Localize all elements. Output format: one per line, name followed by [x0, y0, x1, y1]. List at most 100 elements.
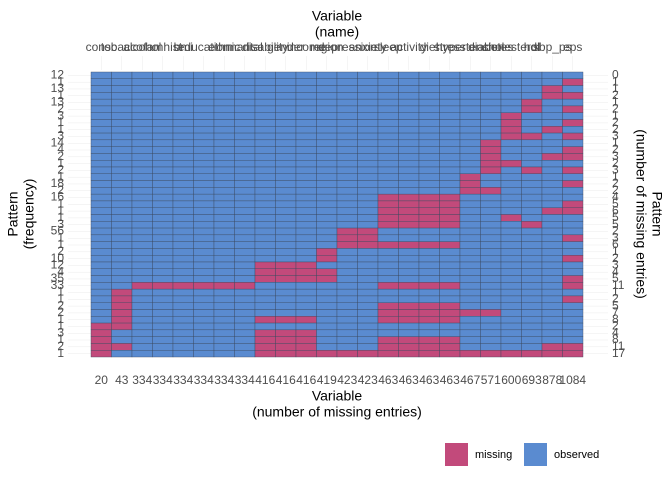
tile [336, 139, 358, 147]
tile [111, 295, 133, 303]
tile [131, 275, 153, 283]
tile [295, 288, 317, 297]
tile [254, 221, 276, 229]
tile [213, 248, 235, 256]
tile [152, 343, 174, 351]
tile [398, 105, 420, 113]
tile [398, 98, 420, 107]
tile [254, 173, 276, 181]
tile [111, 71, 133, 79]
tile [111, 261, 133, 269]
tile [152, 288, 174, 297]
tile [500, 214, 522, 222]
tile [213, 350, 235, 358]
tile [521, 268, 543, 276]
tile [131, 187, 153, 195]
tile [562, 227, 584, 236]
missing-count-label: 1 [612, 244, 619, 258]
tile [500, 200, 522, 208]
tile [213, 132, 235, 141]
tile [541, 98, 563, 107]
tile [480, 295, 502, 303]
tile [193, 85, 215, 93]
tile [480, 200, 502, 208]
missing-count-label: 17 [612, 346, 626, 360]
frequency-label: 1 [57, 291, 64, 305]
tile [234, 248, 256, 256]
tile [172, 193, 194, 202]
tile [90, 214, 112, 222]
frequency-label: 12 [51, 258, 65, 272]
tile [152, 166, 174, 174]
tile [275, 105, 297, 113]
tile [131, 139, 153, 147]
tile [90, 316, 112, 324]
missing-count-label: 2 [612, 142, 619, 156]
tile [316, 221, 338, 229]
tile [316, 329, 338, 337]
tile [500, 268, 522, 276]
tile [480, 180, 502, 188]
tile [131, 112, 153, 120]
tile [521, 214, 543, 222]
tile [275, 71, 297, 79]
missing-per-variable: 416 [276, 373, 296, 387]
tile [213, 180, 235, 188]
tile [316, 234, 338, 242]
tile [295, 221, 317, 229]
tile [562, 180, 584, 188]
tile [316, 350, 338, 358]
tile [439, 268, 461, 276]
tile [90, 85, 112, 93]
tile [254, 160, 276, 168]
missing-count-label: 2 [612, 224, 619, 238]
tile [541, 187, 563, 195]
tile [377, 241, 399, 249]
tile [90, 255, 112, 263]
tile [254, 98, 276, 107]
missing-per-variable: 419 [317, 373, 337, 387]
tile [275, 146, 297, 154]
tile [357, 180, 379, 188]
tile [193, 268, 215, 276]
tile [111, 92, 133, 100]
tile [111, 322, 133, 331]
frequency-label: 1 [57, 74, 64, 88]
tile [336, 132, 358, 141]
tile [316, 187, 338, 195]
tile [521, 193, 543, 202]
bottom-axis-title: (number of missing entries) [252, 404, 422, 420]
tile [336, 187, 358, 195]
missing-per-variable: 463 [419, 373, 439, 387]
tile [521, 173, 543, 181]
tile [418, 302, 440, 310]
tile [193, 71, 215, 79]
tile [316, 166, 338, 174]
tile [193, 139, 215, 147]
frequency-label: 4 [57, 264, 64, 278]
tile [418, 173, 440, 181]
tile [377, 288, 399, 297]
tile [316, 227, 338, 236]
tile [500, 85, 522, 93]
tile [336, 85, 358, 93]
tile [418, 160, 440, 168]
tile [459, 268, 481, 276]
tile [316, 268, 338, 276]
missing-per-variable: 334 [194, 373, 214, 387]
tile [480, 350, 502, 358]
tile [357, 132, 379, 141]
tile [459, 98, 481, 107]
tile [439, 255, 461, 263]
tile [172, 146, 194, 154]
tile [480, 207, 502, 215]
missing-count-label: 6 [612, 203, 619, 217]
tile [357, 282, 379, 290]
missing-count-label: 2 [612, 291, 619, 305]
tile [480, 187, 502, 195]
tile [316, 316, 338, 324]
tile [377, 261, 399, 269]
frequency-label: 1 [57, 312, 64, 326]
tile [562, 153, 584, 161]
tile [377, 255, 399, 263]
